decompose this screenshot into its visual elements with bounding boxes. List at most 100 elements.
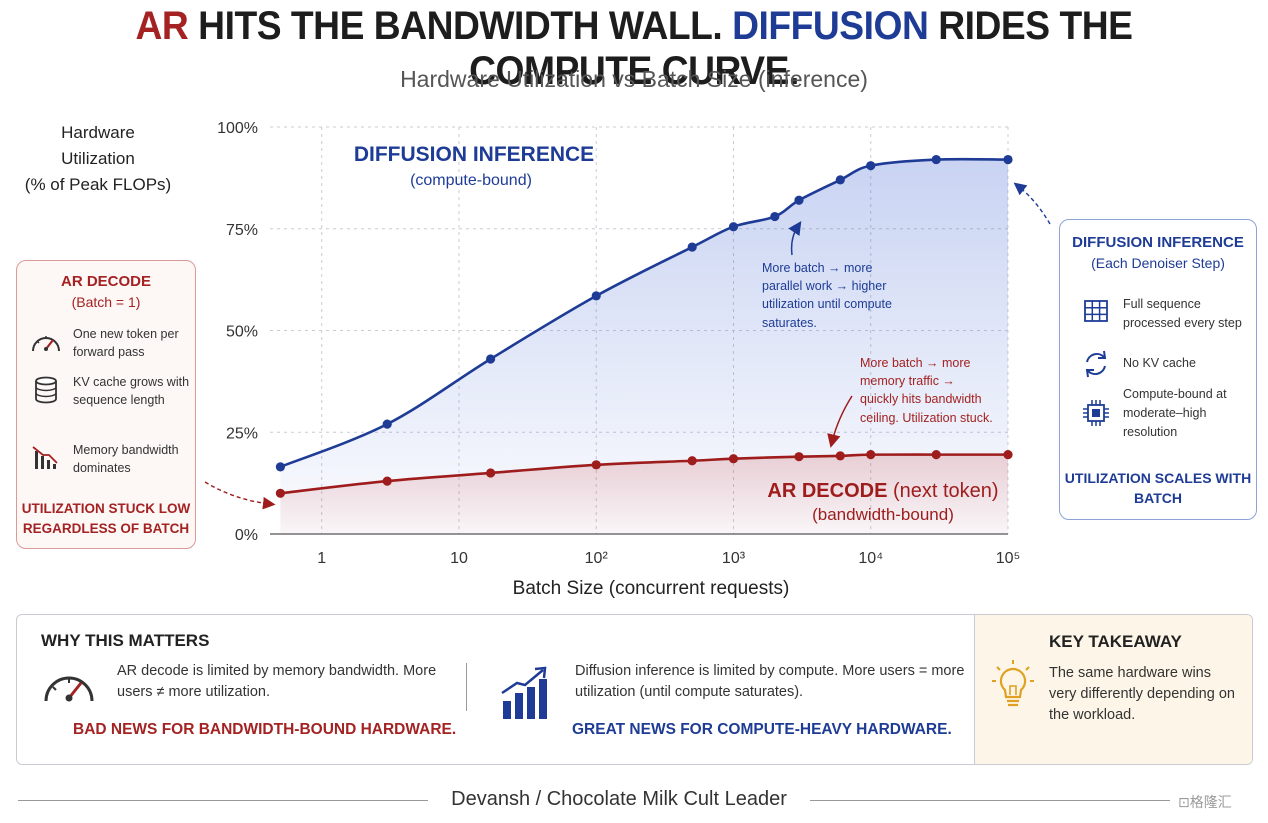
footer-divider-left	[18, 800, 428, 801]
footer-divider-right	[810, 800, 1170, 801]
ar-annotation: More batch → more memory traffic → quick…	[860, 356, 993, 425]
annotation-line: memory traffic →	[860, 374, 955, 388]
annotation-line: More batch → more	[762, 261, 873, 275]
annotation-line: quickly hits bandwidth	[860, 392, 982, 406]
diffusion-series-label: DIFFUSION INFERENCE	[354, 143, 594, 166]
y-tick-label: 100%	[217, 120, 258, 137]
ar-panel-subtitle: (Batch = 1)	[71, 294, 141, 310]
diffusion-data-point	[866, 161, 876, 171]
diffusion-data-point	[931, 154, 941, 165]
ar-decode-data-point	[794, 452, 804, 462]
ar-series-sublabel: (bandwidth-bound)	[812, 505, 954, 524]
refresh-icon	[1085, 350, 1107, 378]
why-this-matters-panel: WHY THIS MATTERS AR decode is limited by…	[16, 614, 1253, 765]
diffusion-series-sublabel: (compute-bound)	[410, 172, 532, 189]
lightbulb-icon	[992, 660, 1034, 707]
speedometer-icon	[44, 676, 94, 702]
headline-text-2: RIDES THE COMPUTE CURVE.	[469, 4, 1133, 93]
key-takeaway-panel: KEY TAKEAWAY The same hardware wins very…	[974, 615, 1252, 764]
ar-decode-data-point	[835, 451, 845, 461]
diffusion-panel-title: DIFFUSION INFERENCE	[1072, 234, 1244, 251]
annotation-line: More batch → more	[860, 356, 971, 370]
diffusion-data-point	[687, 242, 697, 252]
ar-series-suffix: (next token)	[887, 480, 998, 502]
annotation-line: ceiling. Utilization stuck.	[860, 411, 993, 425]
diffusion-data-point	[486, 354, 496, 364]
ar-decode-panel: AR DECODE (Batch = 1) One new token per …	[16, 260, 196, 549]
database-icon	[35, 376, 57, 404]
x-tick-label: 10³	[722, 550, 746, 567]
diffusion-annotation: More batch → more parallel work → higher…	[762, 261, 892, 330]
diffusion-panel-item-text: Compute-bound at moderate–high resolutio…	[1123, 387, 1227, 439]
annotation-line: utilization until compute	[762, 297, 892, 311]
x-tick-label: 10	[450, 550, 468, 567]
why-divider	[466, 663, 467, 711]
gauge-icon	[32, 336, 60, 352]
y-tick-label: 75%	[226, 222, 258, 239]
diffusion-box-connector-arrow	[1013, 182, 1051, 225]
ar-decode-data-point	[866, 450, 876, 460]
annotation-line: saturates.	[762, 316, 817, 330]
ar-panel-item-text: Memory bandwidth dominates	[73, 443, 179, 475]
diffusion-data-point	[275, 462, 285, 472]
ar-decode-data-point	[931, 450, 941, 460]
ar-decode-area-fill	[280, 454, 1008, 534]
key-takeaway-title: KEY TAKEAWAY	[1049, 632, 1182, 651]
headline: AR HITS THE BANDWIDTH WALL. DIFFUSION RI…	[44, 4, 1223, 94]
bad-news-callout: BAD NEWS FOR BANDWIDTH-BOUND HARDWARE.	[73, 721, 457, 738]
diffusion-data-point	[770, 211, 780, 222]
ar-box-connector-arrow	[204, 481, 276, 510]
diffusion-panel-subtitle: (Each Denoiser Step)	[1091, 255, 1225, 271]
great-news-callout: GREAT NEWS FOR COMPUTE-HEAVY HARDWARE.	[572, 721, 952, 738]
ar-decode-series-line	[280, 453, 1008, 495]
diffusion-data-point	[728, 222, 739, 232]
growth-chart-icon	[501, 666, 547, 719]
ar-decode-data-point	[591, 460, 601, 470]
ar-annotation-arrow	[827, 395, 853, 448]
y-axis-label-line: (% of Peak FLOPs)	[24, 175, 172, 194]
headline-ar: AR	[135, 4, 189, 48]
grid-icon	[1084, 300, 1108, 322]
ar-series-name: AR DECODE	[767, 480, 887, 502]
ar-decode-data-point	[687, 456, 697, 466]
headline-text-1: HITS THE BANDWIDTH WALL.	[188, 4, 733, 48]
ar-decode-data-point	[382, 476, 392, 486]
y-axis-label-line: Hardware	[61, 123, 135, 142]
diffusion-data-point	[382, 419, 392, 429]
key-takeaway-text: The same hardware wins very differently …	[1049, 665, 1235, 723]
y-tick-label: 0%	[235, 527, 258, 544]
diffusion-panel: DIFFUSION INFERENCE (Each Denoiser Step)…	[1059, 219, 1257, 520]
chip-icon	[1083, 400, 1109, 426]
diffusion-panel-item-text: Full sequence processed every step	[1123, 297, 1242, 330]
author-credit: Devansh / Chocolate Milk Cult Leader	[451, 788, 787, 810]
ar-panel-footer: UTILIZATION STUCK LOW REGARDLESS OF BATC…	[21, 501, 191, 536]
diffusion-data-point	[1003, 154, 1013, 165]
ar-decode-data-point	[486, 468, 496, 478]
y-axis-label: Hardware Utilization (% of Peak FLOPs)	[18, 120, 178, 198]
ar-decode-data-point	[1003, 450, 1013, 460]
diffusion-panel-item-text: No KV cache	[1123, 356, 1196, 370]
ar-panel-title: AR DECODE	[60, 273, 151, 290]
ar-decode-data-point	[275, 488, 285, 498]
x-tick-label: 10⁵	[996, 550, 1020, 567]
diffusion-area-fill	[280, 159, 1008, 534]
y-tick-label: 50%	[226, 324, 258, 341]
x-tick-label: 10²	[585, 550, 609, 567]
diffusion-panel-footer: UTILIZATION SCALES WITH BATCH	[1064, 470, 1252, 506]
diffusion-data-point	[835, 175, 845, 185]
why-title: WHY THIS MATTERS	[41, 631, 210, 650]
chart-title: Hardware Utilization vs Batch Size (infe…	[400, 66, 868, 92]
x-tick-label: 10⁴	[858, 550, 883, 567]
y-axis-label-line: Utilization	[61, 149, 135, 168]
headline-diffusion: DIFFUSION	[732, 4, 929, 48]
bar-chart-down-icon	[32, 446, 58, 469]
x-tick-label: 1	[317, 550, 326, 567]
ar-series-label: AR DECODE (next token)	[767, 480, 998, 502]
ar-panel-item-text: One new token per forward pass	[73, 327, 179, 359]
y-tick-label: 25%	[226, 425, 258, 442]
annotation-line: parallel work → higher	[762, 279, 886, 293]
ar-panel-item-text: KV cache grows with sequence length	[73, 375, 190, 407]
diffusion-data-point	[794, 195, 804, 205]
why-left-text: AR decode is limited by memory bandwidth…	[117, 663, 437, 700]
